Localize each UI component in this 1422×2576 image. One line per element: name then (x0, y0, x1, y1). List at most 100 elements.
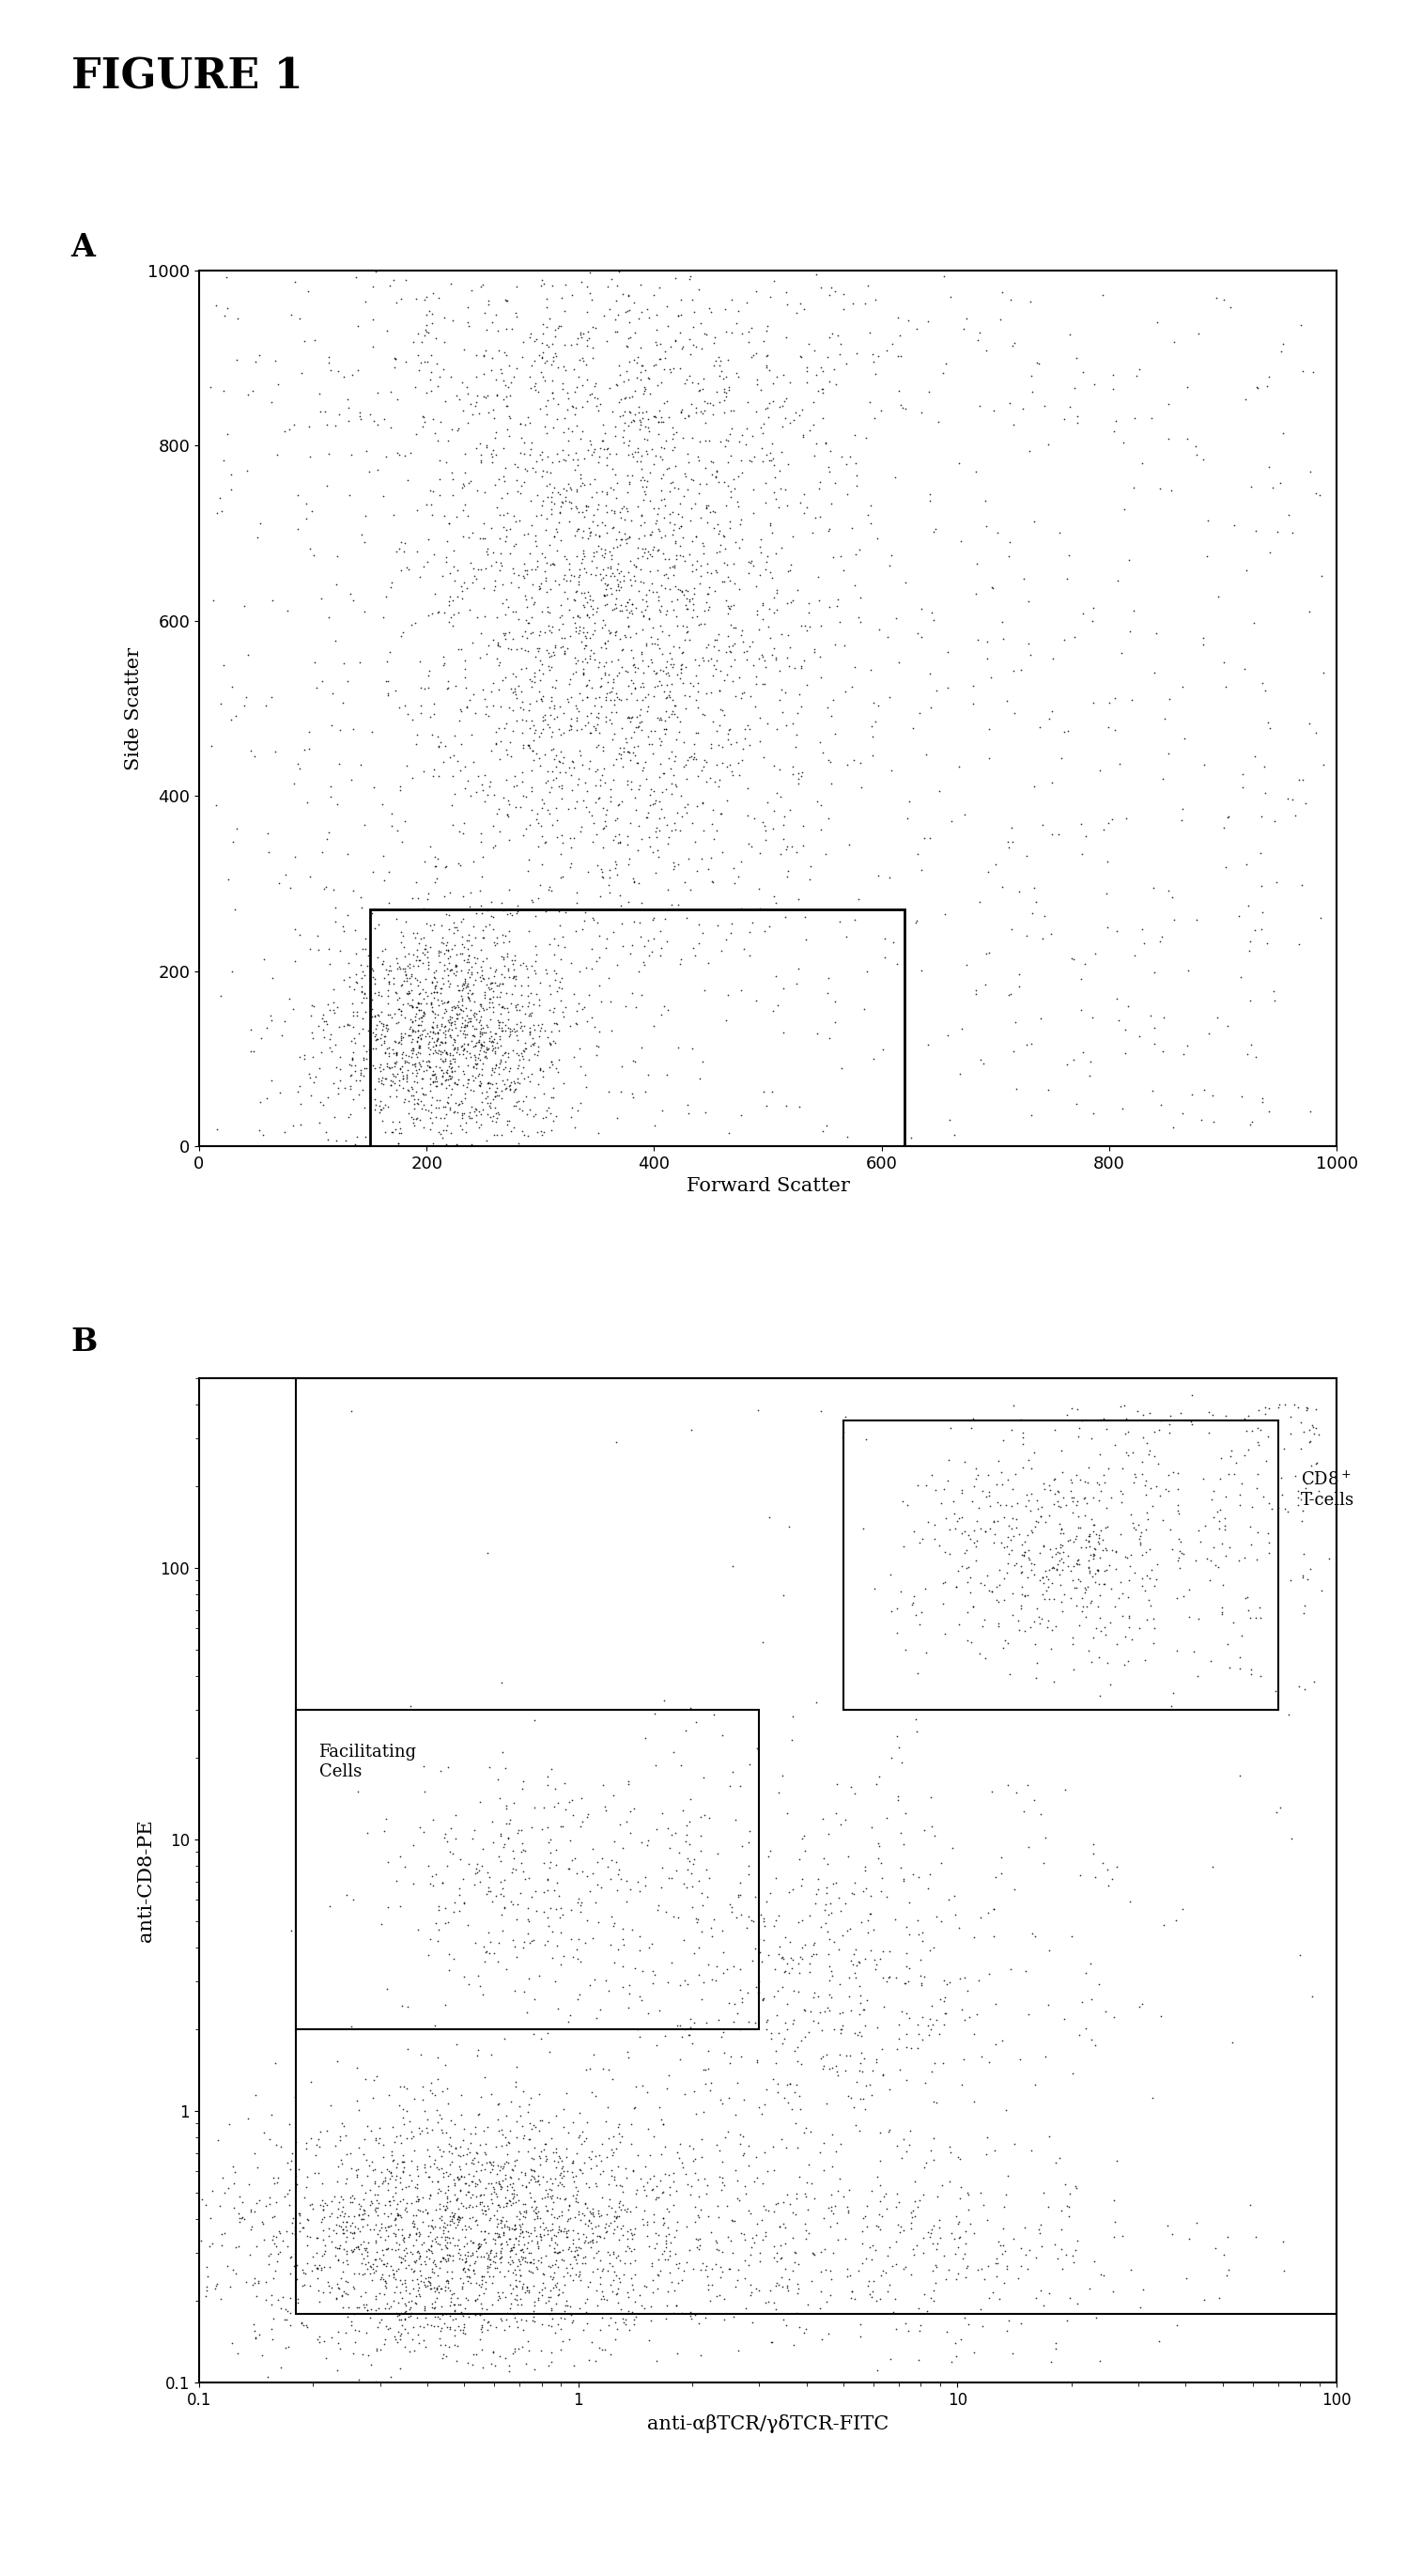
Point (407, 2213, 429, 2254)
Point (665, 412, 688, 453)
Point (471, 1048, 493, 1090)
Point (1111, 1448, 1133, 1489)
Point (603, 1821, 626, 1862)
Point (392, 961, 415, 1002)
Point (425, 971, 448, 1012)
Point (452, 1033, 475, 1074)
Point (292, 2251, 314, 2293)
Point (697, 2048, 720, 2089)
Point (587, 2231, 610, 2272)
Point (475, 2287, 498, 2329)
Point (462, 1007, 485, 1048)
Point (404, 2241, 427, 2282)
Point (1216, 1005, 1239, 1046)
Point (328, 930, 351, 971)
Point (392, 927, 415, 969)
Point (644, 2213, 667, 2254)
Point (775, 2306, 798, 2347)
Point (636, 1824, 658, 1865)
Point (510, 2326, 533, 2367)
Point (845, 2105, 867, 2146)
Point (343, 2293, 365, 2334)
Point (860, 1806, 883, 1847)
Point (845, 533, 867, 574)
Point (427, 590, 449, 631)
Point (530, 781, 553, 822)
Point (656, 1054, 678, 1095)
Point (1065, 337, 1088, 379)
Point (493, 2257, 516, 2298)
Point (802, 381, 825, 422)
Point (439, 1051, 462, 1092)
Point (734, 2174, 757, 2215)
Point (990, 1522, 1012, 1564)
Point (347, 1074, 370, 1115)
Point (863, 1940, 886, 1981)
Point (593, 574, 616, 616)
Point (717, 585, 739, 626)
Point (781, 515, 803, 556)
Point (363, 2058, 385, 2099)
Point (611, 747, 634, 788)
Point (397, 1015, 419, 1056)
Point (384, 2172, 407, 2213)
Point (549, 598, 572, 639)
Point (623, 860, 646, 902)
Point (390, 2123, 412, 2164)
Point (711, 1716, 734, 1757)
Point (546, 531, 569, 572)
Point (681, 520, 704, 562)
Point (471, 1072, 493, 1113)
Point (641, 276, 664, 317)
Point (643, 783, 665, 824)
Point (530, 1113, 553, 1154)
Point (454, 1028, 476, 1069)
Point (512, 2115, 535, 2156)
Point (402, 1097, 425, 1139)
Point (498, 688, 520, 729)
Point (702, 1899, 725, 1940)
Point (364, 2148, 387, 2190)
Point (495, 510, 518, 551)
Point (429, 2324, 452, 2365)
Point (550, 2148, 573, 2190)
Point (1022, 1780, 1045, 1821)
Point (621, 585, 644, 626)
Point (445, 909, 468, 951)
Point (448, 969, 471, 1010)
Point (354, 495, 377, 536)
Point (361, 1043, 384, 1084)
Point (483, 1087, 506, 1128)
Point (580, 2138, 603, 2179)
Point (731, 729, 754, 770)
Point (394, 2246, 417, 2287)
Point (552, 1893, 574, 1935)
Point (690, 1816, 712, 1857)
Point (577, 974, 600, 1015)
Point (1011, 1425, 1034, 1466)
Point (616, 2272, 638, 2313)
Point (1116, 1577, 1139, 1618)
Point (449, 750, 472, 791)
Point (725, 1896, 748, 1937)
Point (472, 770, 495, 811)
Point (530, 788, 553, 829)
Point (698, 2069, 721, 2110)
Point (503, 940, 526, 981)
Point (394, 435, 417, 477)
Point (489, 1079, 512, 1121)
Point (629, 327, 651, 368)
Point (1066, 1497, 1089, 1538)
Point (1280, 1414, 1303, 1455)
Point (549, 1896, 572, 1937)
Point (764, 479, 786, 520)
Point (803, 629, 826, 670)
Point (505, 629, 528, 670)
Point (769, 1937, 792, 1978)
Point (563, 348, 586, 389)
Point (299, 2184, 321, 2226)
Point (882, 922, 904, 963)
Point (404, 2282, 427, 2324)
Point (755, 335, 778, 376)
Point (408, 556, 431, 598)
